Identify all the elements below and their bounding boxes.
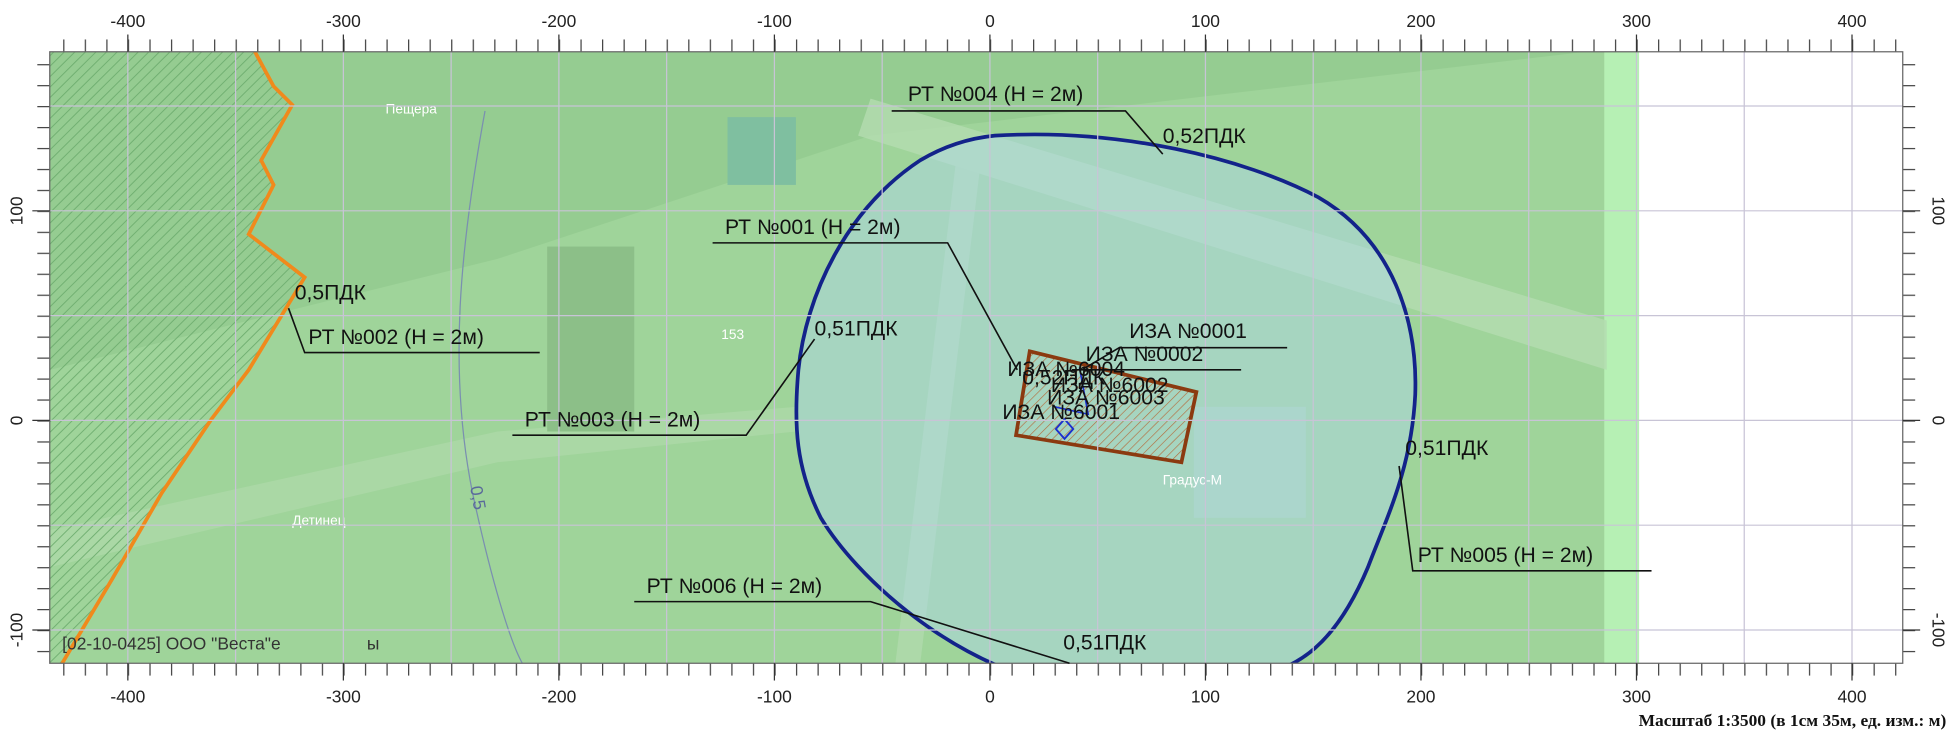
x-tick-label: -200 [541,11,576,31]
y-tick-label: -100 [6,613,26,648]
point-value: 0,51ПДК [1405,437,1489,460]
x-tick-label: 200 [1406,687,1435,707]
map-layer: Пещера Детинец Градус-М 153 0,5 [50,49,1639,678]
contour-label: 0,5 [466,484,490,511]
point-value: 0,5ПДК [295,282,367,305]
y-tick-label: -100 [1929,613,1949,648]
page: Пещера Детинец Градус-М 153 0,5 РТ №004 … [0,0,1950,736]
x-tick-label: 0 [985,687,995,707]
x-tick-label: 300 [1622,11,1651,31]
source-label: ИЗА №0001 [1129,320,1247,343]
x-tick-label: -100 [757,11,792,31]
map-view: Пещера Детинец Градус-М 153 0,5 РТ №004 … [0,0,1950,736]
point-label: РТ №003 (Н = 2м) [525,409,700,432]
place-label: Градус-М [1163,473,1222,488]
x-tick-label: 400 [1837,687,1866,707]
place-label: 153 [721,327,744,342]
x-tick-label: 200 [1406,11,1435,31]
y-tick-label: 0 [1929,416,1949,426]
point-label: РТ №001 (Н = 2м) [725,216,900,239]
place-label: Пещера [386,101,438,116]
x-tick-label: -300 [326,11,361,31]
ruler [1903,52,1915,663]
y-tick-label: 0 [6,416,26,426]
stamp: ы [367,634,380,654]
place-label: Детинец [292,513,345,528]
point-value: 0,52ПДК [1163,125,1247,148]
building [728,117,796,185]
x-tick-label: 0 [985,11,995,31]
ruler [50,39,1903,51]
x-tick-label: 100 [1191,11,1220,31]
ruler [50,663,1903,675]
building [547,247,634,432]
x-tick-label: -400 [110,687,145,707]
point-value: 0,51ПДК [815,317,899,340]
point-label: РТ №005 (Н = 2м) [1418,544,1593,567]
point-label: РТ №004 (Н = 2м) [908,83,1083,106]
point-value: 0,51ПДК [1063,632,1147,655]
x-tick-label: 400 [1837,11,1866,31]
scale-note: Масштаб 1:3500 (в 1см 35м, ед. изм.: м) [1639,711,1947,730]
y-tick-label: 100 [6,196,26,225]
y-tick-label: 100 [1929,196,1949,225]
x-tick-label: 300 [1622,687,1651,707]
point-label: РТ №006 (Н = 2м) [647,575,822,598]
source-label: ИЗА №6001 [1002,401,1120,424]
x-tick-label: 100 [1191,687,1220,707]
stamp: [02-10-0425] ООО "Веста"е [62,634,280,654]
x-tick-label: -200 [541,687,576,707]
x-tick-label: -300 [326,687,361,707]
x-tick-label: -400 [110,11,145,31]
x-tick-label: -100 [757,687,792,707]
point-label: РТ №002 (Н = 2м) [308,326,483,349]
ruler [37,52,49,663]
